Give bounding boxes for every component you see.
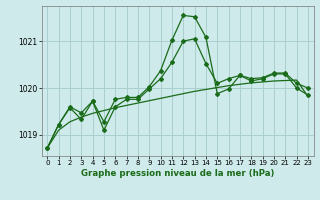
X-axis label: Graphe pression niveau de la mer (hPa): Graphe pression niveau de la mer (hPa): [81, 169, 274, 178]
